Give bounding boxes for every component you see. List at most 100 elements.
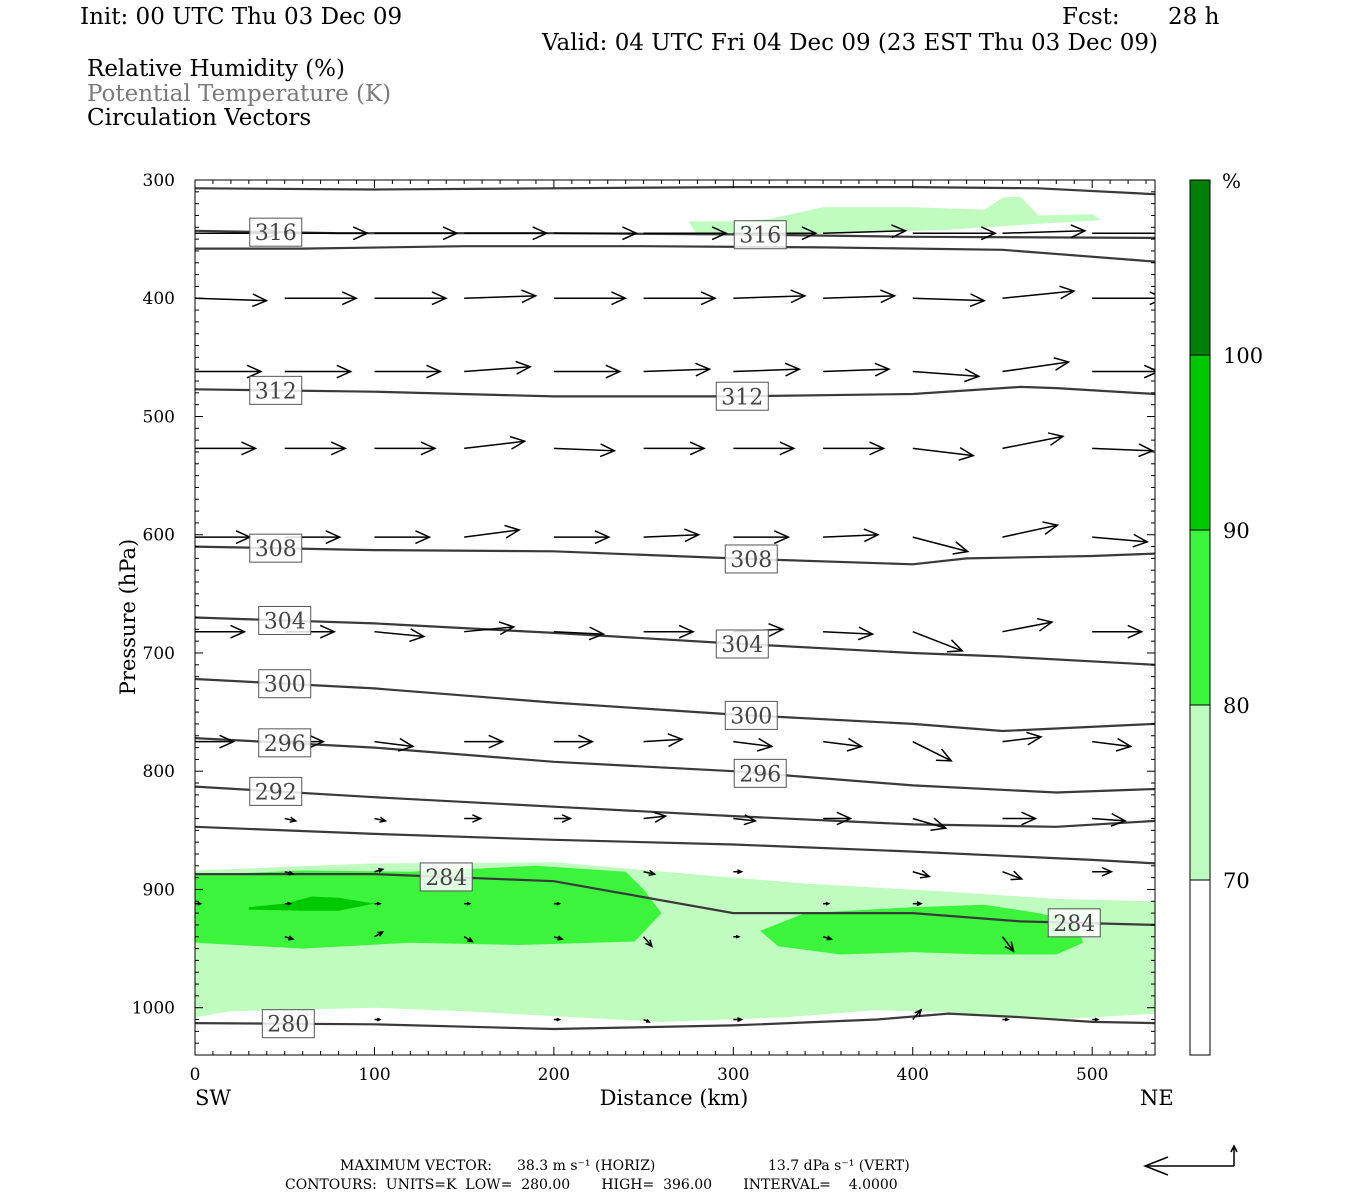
- svg-text:300: 300: [730, 704, 772, 729]
- theta-contour-1: [195, 245, 1155, 263]
- direction-label-ne: NE: [1140, 1086, 1174, 1110]
- contour-label-304: 304: [258, 605, 312, 635]
- svg-text:304: 304: [721, 633, 763, 658]
- vector-arrow: [374, 816, 388, 823]
- vector-arrow: [912, 226, 998, 241]
- vector-arrow: [553, 626, 606, 641]
- vector-arrow: [195, 530, 252, 545]
- vector-arrow: [1002, 432, 1065, 450]
- vector-arrow: [643, 441, 706, 456]
- vector-arrow: [643, 869, 657, 877]
- vector-arrow: [284, 870, 295, 876]
- vector-arrow: [374, 291, 448, 306]
- svg-text:284: 284: [425, 866, 467, 891]
- contour-label-316: 316: [733, 220, 787, 250]
- y-tick-label: 300: [143, 171, 175, 191]
- svg-text:308: 308: [255, 537, 297, 562]
- vector-arrow: [733, 934, 741, 939]
- x-axis-label: Distance (km): [600, 1086, 749, 1110]
- vector-arrow: [553, 814, 573, 823]
- contour-label-284: 284: [419, 862, 473, 892]
- vector-arrow: [823, 528, 880, 543]
- y-tick-label: 800: [143, 762, 175, 782]
- vector-arrow: [284, 291, 359, 306]
- theta-contour-316: [195, 186, 1155, 196]
- vector-arrow: [1002, 811, 1038, 826]
- vector-arrow: [733, 814, 758, 826]
- vector-arrow: [733, 737, 774, 752]
- vector-arrow: [1002, 224, 1087, 239]
- direction-label-sw: SW: [195, 1086, 231, 1110]
- vector-arrow: [643, 1018, 651, 1023]
- vector-arrow: [643, 528, 701, 543]
- theta-contour-10: [195, 825, 1155, 865]
- x-tick-label: 500: [1076, 1065, 1108, 1085]
- vector-arrow: [464, 901, 472, 906]
- contour-label-312: 312: [715, 381, 769, 411]
- vector-arrow: [1092, 443, 1155, 458]
- vector-arrow: [1002, 285, 1076, 300]
- vector-arrow: [553, 1017, 562, 1022]
- vector-arrow: [912, 447, 976, 461]
- max-vector-vertical: 13.7 dPa s⁻¹ (VERT): [768, 1158, 910, 1174]
- vector-arrow: [733, 362, 802, 377]
- contour-label-300: 300: [258, 669, 312, 699]
- contour-labels: 316 316 312 312 308 308 304 304 300 300 296 296 292 2…: [249, 217, 1101, 1039]
- vector-arrow: [1002, 870, 1024, 881]
- y-axis-label: Pressure (hPa): [116, 539, 140, 695]
- vector-arrow: [643, 226, 728, 241]
- vector-arrow: [374, 441, 437, 456]
- vector-arrow: [553, 935, 564, 941]
- vector-arrow: [912, 901, 923, 907]
- x-tick-label: 100: [358, 1065, 390, 1085]
- svg-text:280: 280: [267, 1013, 309, 1038]
- colorbar-level-label: 90: [1223, 519, 1250, 543]
- circulation-vectors: [195, 224, 1155, 1023]
- vector-arrow: [1002, 1017, 1010, 1022]
- rh-region-80-2: [760, 904, 1084, 955]
- contour-label-280: 280: [261, 1009, 315, 1039]
- x-tick-label: 0: [190, 1065, 201, 1085]
- field-label-vectors: Circulation Vectors: [87, 105, 312, 131]
- vector-arrow: [553, 443, 617, 458]
- vector-arrow: [553, 530, 611, 545]
- vector-arrow: [733, 869, 744, 875]
- vector-arrow: [1092, 812, 1128, 827]
- vector-arrow: [553, 364, 622, 379]
- vector-arrow: [1092, 624, 1144, 639]
- contour-label-296: 296: [733, 758, 787, 788]
- vector-arrow: [733, 1016, 744, 1023]
- max-vector-label: MAXIMUM VECTOR:: [340, 1158, 492, 1174]
- vector-arrow: [374, 364, 443, 379]
- vector-arrow: [733, 289, 807, 304]
- vector-arrow: [374, 226, 459, 241]
- svg-text:304: 304: [264, 609, 306, 634]
- contour-label-308: 308: [724, 544, 778, 574]
- vector-arrow: [464, 226, 549, 241]
- vector-arrow: [195, 624, 247, 639]
- vector-arrow: [284, 935, 295, 941]
- vector-arrow: [1092, 533, 1150, 548]
- theta-contour-284: [195, 873, 1155, 926]
- vector-arrow: [823, 626, 875, 641]
- x-tick-label: 200: [538, 1065, 570, 1085]
- vector-arrow: [1092, 1017, 1100, 1022]
- theta-contour-292: [195, 785, 1155, 828]
- forecast-hours: 28 h: [1168, 4, 1220, 30]
- init-time: Init: 00 UTC Thu 03 Dec 09: [80, 4, 403, 30]
- vector-arrow: [553, 226, 639, 241]
- vector-arrow: [553, 734, 595, 749]
- vector-arrow: [643, 936, 654, 948]
- vector-arrow: [1002, 521, 1060, 538]
- svg-text:308: 308: [730, 548, 772, 573]
- theta-contour-280: [195, 1012, 1155, 1031]
- colorbar-segment: [1189, 529, 1211, 706]
- contour-label-312: 312: [249, 375, 303, 405]
- y-tick-label: 400: [143, 289, 175, 309]
- vector-arrow: [374, 530, 432, 545]
- theta-contour-308: [195, 545, 1155, 566]
- contour-label-284: 284: [1047, 908, 1101, 938]
- vector-arrow: [912, 1008, 923, 1021]
- rh-region-80-1: [195, 865, 662, 949]
